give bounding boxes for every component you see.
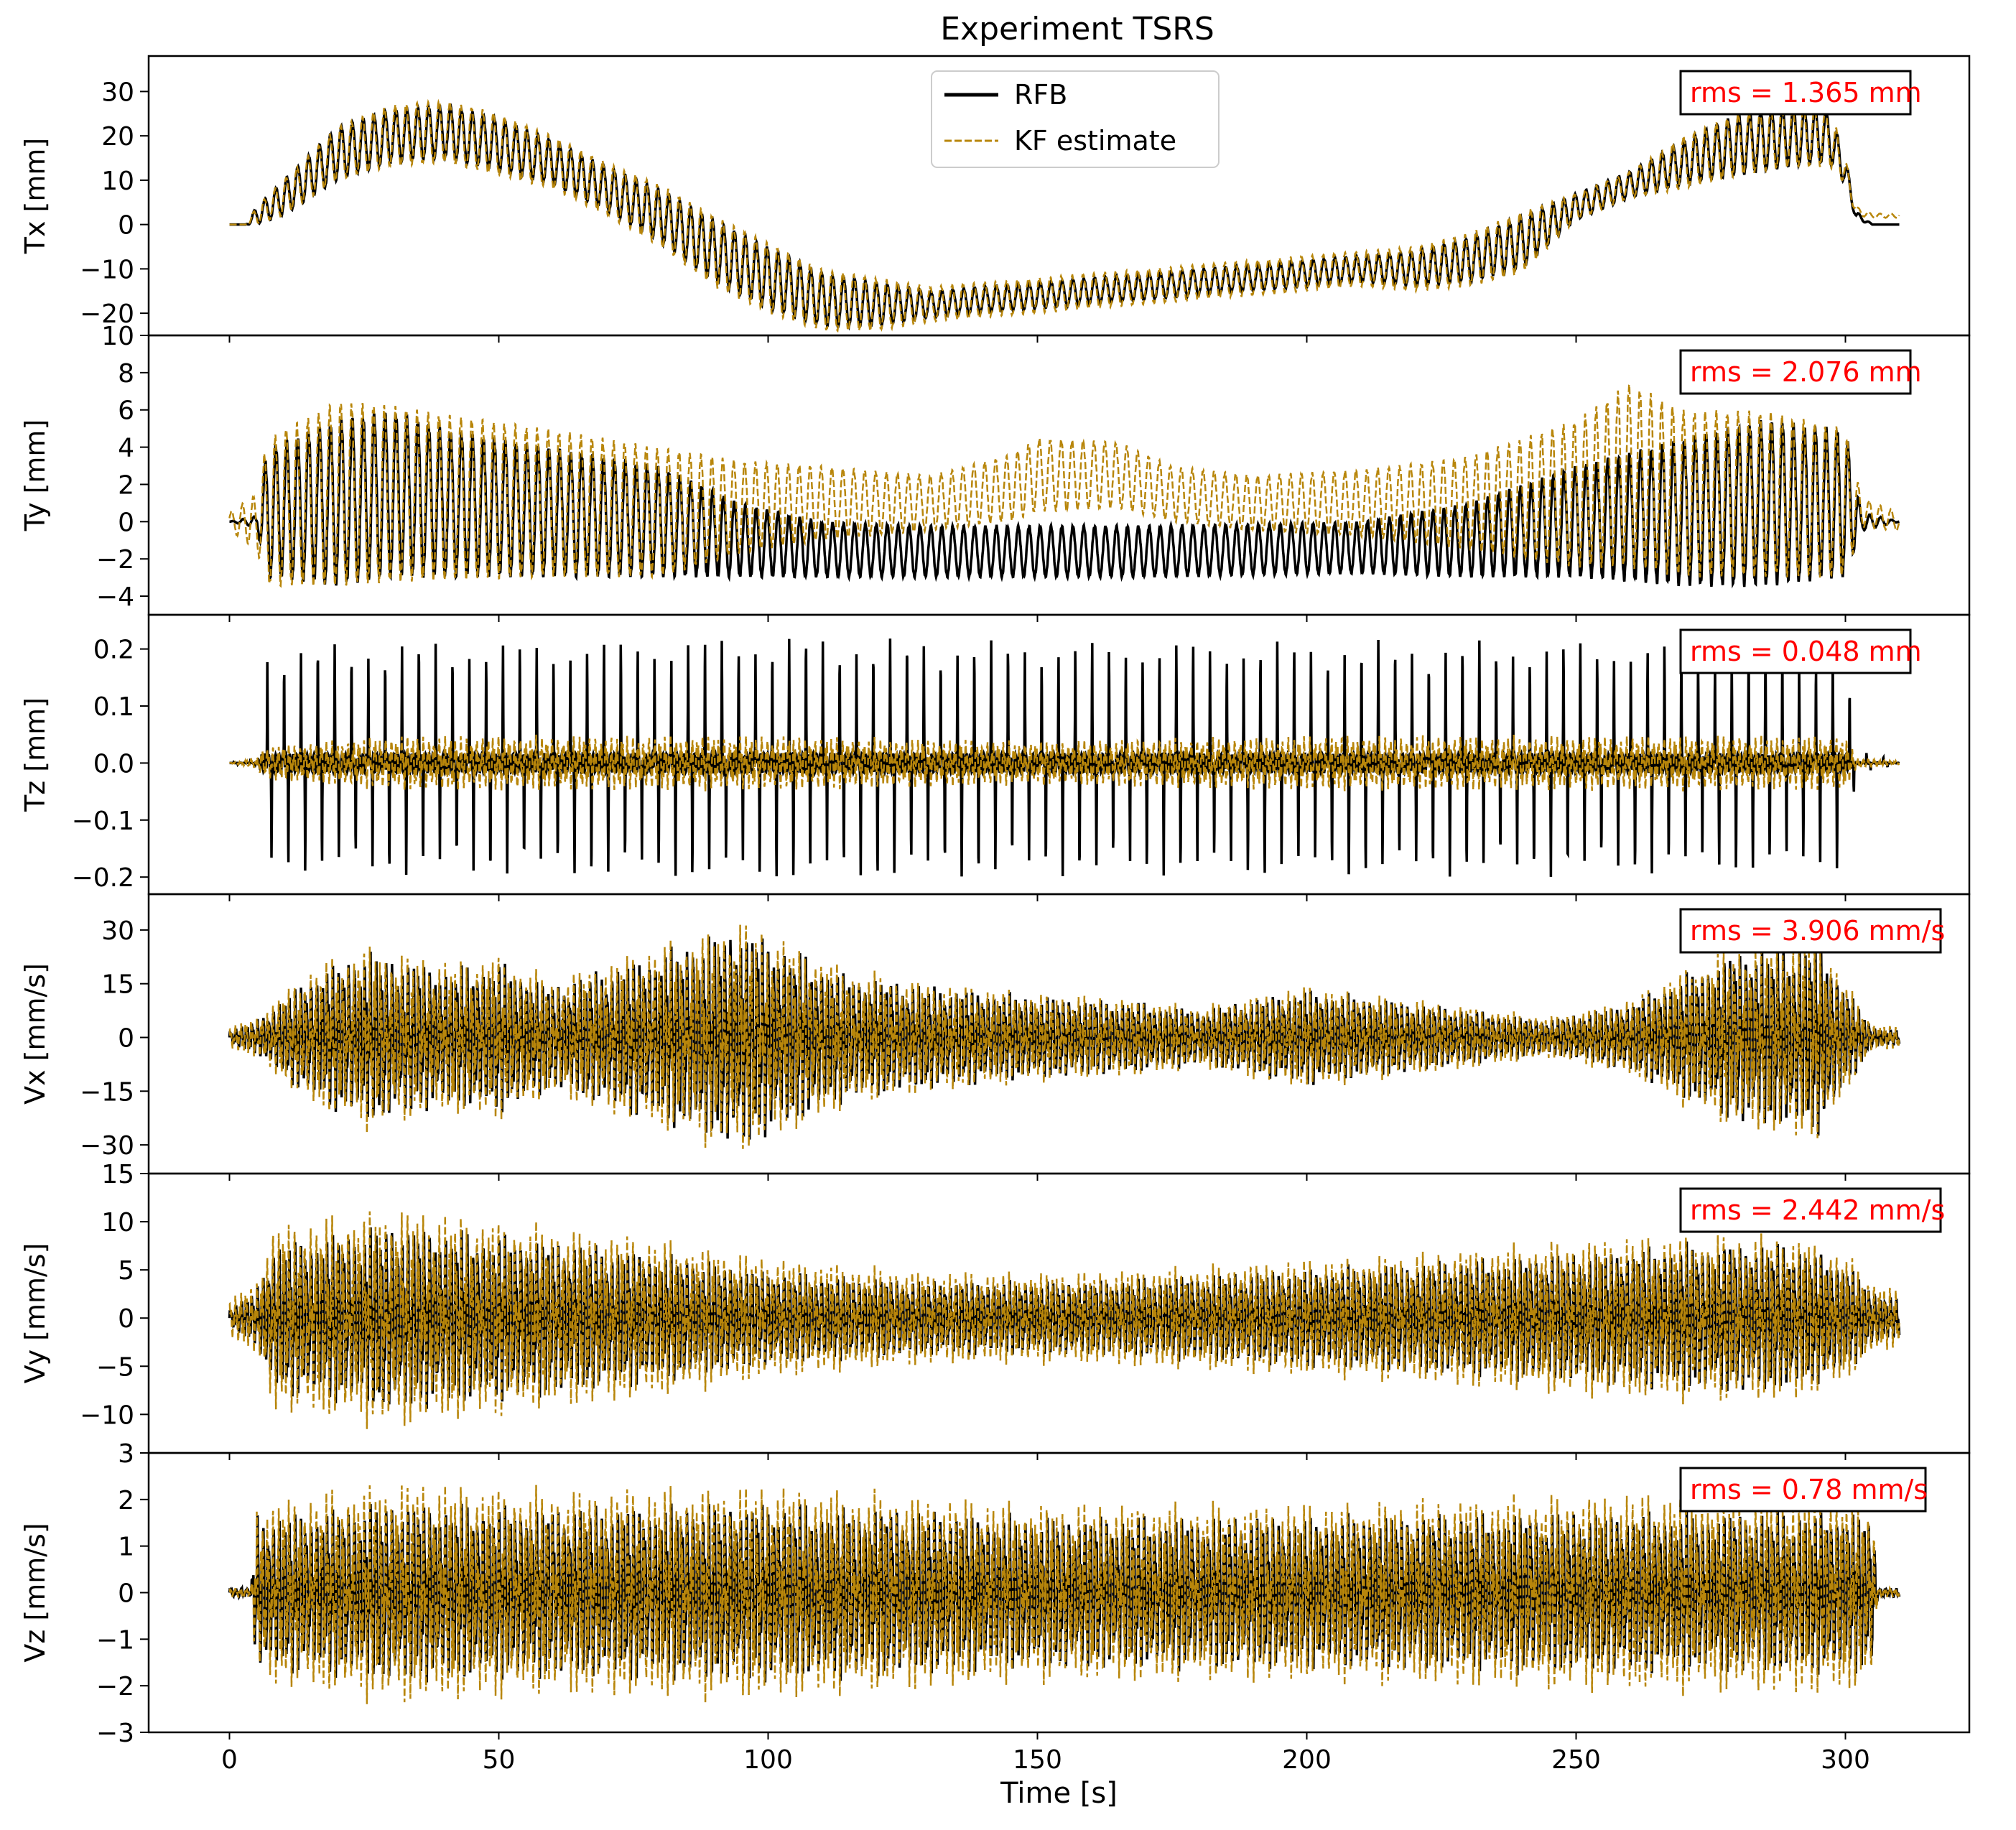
signals-ty: [228, 384, 1900, 589]
y-tick-label-tx: 30: [101, 78, 134, 107]
y-tick-label-ty: −4: [96, 582, 134, 612]
y-axis-label-vz: Vz [mm/s]: [19, 1523, 51, 1662]
y-axis-label-vx: Vx [mm/s]: [19, 963, 51, 1105]
y-tick-label-vz: 0: [118, 1579, 134, 1609]
rms-box-vy: [1679, 1187, 1942, 1233]
legend: RFB KF estimate: [931, 70, 1220, 168]
panel-tz: −0.2 −0.1 0.0 0.1 0.2 Tz [mm] rms = 0.048 mm: [19, 613, 1971, 901]
legend-label: RFB: [1014, 79, 1067, 111]
y-tick-label-vy: 10: [101, 1208, 134, 1237]
y-tick-label-vz: 3: [118, 1439, 134, 1469]
y-tick-label-ty: 8: [118, 359, 134, 389]
x-tick-label: 0: [221, 1745, 238, 1775]
y-tick-label-vy: 5: [118, 1256, 134, 1286]
x-axis-label: Time [s]: [1000, 1777, 1118, 1810]
series-line-kf-vx: [228, 924, 1900, 1149]
x-tick-label: 200: [1282, 1745, 1332, 1775]
x-axis: 0 50 100 150 200 250 300 Time [s]: [221, 1745, 1870, 1810]
y-axis-label-tz: Tz [mm]: [19, 697, 51, 812]
rms-label-tz: rms = 0.048 mm: [1690, 636, 1922, 667]
y-tick-label-vx: −30: [80, 1131, 134, 1161]
panel-vz: −3 −2 −1 0 1 2 3 Vz [mm/s] rms = 0.78 mm/s: [19, 1439, 1971, 1748]
y-tick-label-tz: −0.1: [72, 807, 134, 836]
axes-frame-vz: [147, 1452, 1971, 1734]
series-line-kf-vy: [228, 1211, 1900, 1429]
panel-vy: −10 −5 0 5 10 15 Vy [mm/s] rms = 2.442 mm/s: [19, 1160, 1971, 1460]
y-tick-label-ty: 4: [118, 434, 134, 463]
x-tick-label: 100: [743, 1745, 793, 1775]
y-tick-label-tx: 20: [101, 122, 134, 152]
series-line-rfb-tx: [229, 101, 1900, 331]
x-tick-label: 250: [1551, 1745, 1601, 1775]
y-tick-label-tx: −20: [80, 299, 134, 329]
legend-box: [931, 70, 1220, 168]
signals-vx: [228, 924, 1901, 1149]
y-tick-label-tx: 10: [101, 167, 134, 196]
series-line-kf-ty: [228, 384, 1900, 588]
y-tick-label-vz: 2: [118, 1486, 134, 1515]
rms-label-vx: rms = 3.906 mm/s: [1690, 915, 1945, 947]
y-tick-label-ty: −2: [96, 545, 134, 575]
signals-tz: [229, 638, 1900, 877]
signals-vy: [228, 1211, 1901, 1429]
x-tick-label: 50: [483, 1745, 516, 1775]
y-axis-label-ty: Ty [mm]: [19, 419, 51, 532]
y-tick-label-ty: 2: [118, 470, 134, 500]
legend-label: KF estimate: [1014, 125, 1176, 157]
rms-label-vz: rms = 0.78 mm/s: [1690, 1474, 1928, 1505]
rms-label-ty: rms = 2.076 mm: [1690, 356, 1922, 388]
y-tick-label-ty: 0: [118, 508, 134, 537]
y-axis-label-vy: Vy [mm/s]: [19, 1243, 51, 1384]
y-tick-label-vz: 1: [118, 1533, 134, 1562]
y-tick-label-tz: 0.2: [93, 636, 134, 665]
x-tick-label: 150: [1013, 1745, 1062, 1775]
y-tick-label-tz: −0.2: [72, 863, 134, 893]
rms-box-vz: [1679, 1467, 1927, 1513]
rms-label-tx: rms = 1.365 mm: [1690, 77, 1922, 108]
series-line-kf-tx: [229, 98, 1900, 335]
series-line-kf-tz: [229, 734, 1900, 792]
y-tick-label-vy: 0: [118, 1304, 134, 1334]
rms-box-tx: [1679, 70, 1912, 116]
chart-title: Experiment TSRS: [940, 11, 1214, 47]
y-tick-label-vz: −3: [96, 1719, 134, 1748]
rms-label-vy: rms = 2.442 mm/s: [1690, 1194, 1945, 1226]
y-tick-label-ty: 6: [118, 396, 134, 426]
y-tick-label-tz: 0.0: [93, 749, 134, 779]
y-tick-label-vz: −2: [96, 1672, 134, 1701]
panel-tx: −20 −10 0 10 20 30 Tx [mm] rms = 1.365 mm: [19, 55, 1971, 343]
y-tick-label-tx: −10: [80, 255, 134, 284]
panel-ty: −4 −2 0 2 4 6 8 10 Ty [mm] rms = 2.076 mm: [19, 322, 1971, 622]
y-tick-label-vx: 30: [101, 916, 134, 946]
rms-box-tz: [1679, 628, 1912, 674]
y-tick-label-tz: 0.1: [93, 692, 134, 722]
x-tick-label: 300: [1821, 1745, 1870, 1775]
rms-box-vx: [1679, 908, 1942, 954]
y-tick-label-vx: −15: [80, 1077, 134, 1107]
signals-tx: [229, 98, 1900, 335]
y-tick-label-vy: −5: [96, 1352, 134, 1382]
rms-box-ty: [1679, 349, 1912, 395]
y-tick-label-vz: −1: [96, 1625, 134, 1655]
signals-vz: [228, 1485, 1901, 1704]
y-tick-label-vy: −10: [80, 1401, 134, 1430]
y-tick-label-tx: 0: [118, 211, 134, 241]
panel-vx: −30 −15 0 15 30 Vx [mm/s] rms = 3.906 mm/s: [19, 893, 1971, 1181]
y-tick-label-vy: 15: [101, 1160, 134, 1189]
series-line-kf-vz: [228, 1485, 1900, 1704]
y-tick-label-vx: 15: [101, 970, 134, 1000]
y-axis-label-tx: Tx [mm]: [19, 138, 51, 254]
y-tick-label-ty: 10: [101, 322, 134, 351]
y-tick-label-vx: 0: [118, 1023, 134, 1053]
